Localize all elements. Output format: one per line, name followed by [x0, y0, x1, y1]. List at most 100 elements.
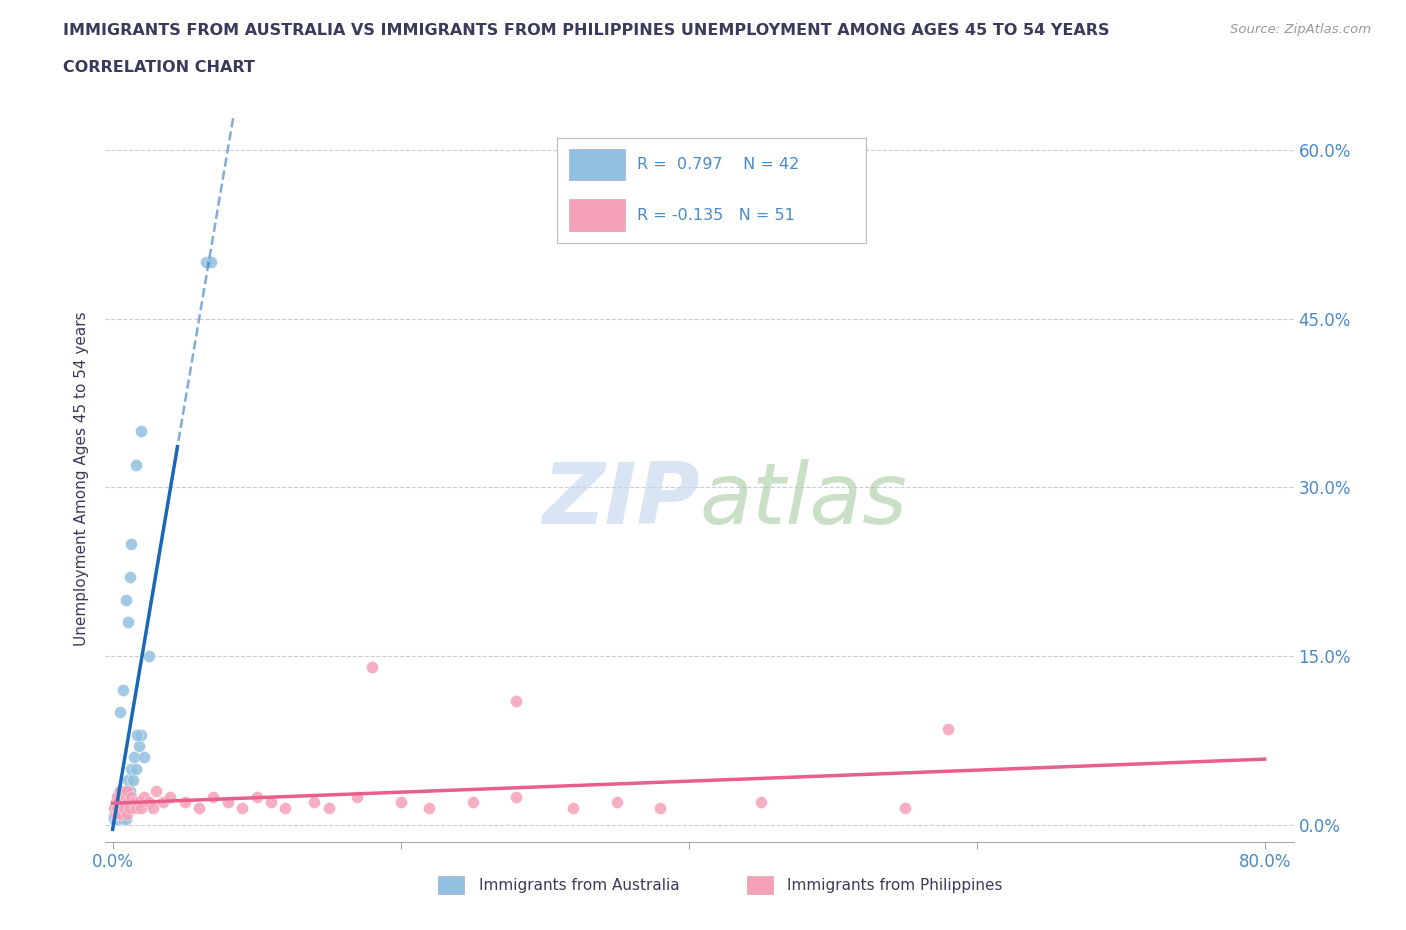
- Point: [389, 795, 412, 810]
- Point: [246, 790, 269, 804]
- Point: [125, 458, 148, 472]
- Point: [360, 660, 382, 675]
- Point: [418, 801, 440, 816]
- Point: [110, 795, 132, 810]
- Point: [114, 790, 136, 804]
- Point: [117, 615, 139, 630]
- Point: [122, 750, 145, 764]
- Point: [120, 761, 142, 776]
- Point: [108, 784, 131, 799]
- Point: [260, 795, 283, 810]
- Point: [606, 795, 628, 810]
- Point: [104, 801, 127, 816]
- Bar: [747, 876, 773, 894]
- Y-axis label: Unemployment Among Ages 45 to 54 years: Unemployment Among Ages 45 to 54 years: [75, 312, 90, 646]
- Point: [749, 795, 772, 810]
- Point: [131, 424, 153, 439]
- Point: [128, 795, 150, 810]
- Point: [138, 795, 160, 810]
- Point: [152, 795, 174, 810]
- Point: [134, 790, 156, 804]
- Point: [121, 772, 143, 787]
- Text: Immigrants from Australia: Immigrants from Australia: [478, 878, 679, 893]
- Point: [200, 255, 222, 270]
- Point: [131, 727, 153, 742]
- Point: [103, 801, 125, 816]
- Point: [108, 806, 131, 821]
- Point: [105, 795, 128, 810]
- Point: [107, 806, 129, 821]
- Bar: [439, 876, 464, 894]
- Point: [107, 790, 129, 804]
- Point: [173, 795, 195, 810]
- Point: [318, 801, 340, 816]
- Point: [103, 808, 125, 823]
- Point: [104, 795, 127, 810]
- Point: [159, 790, 181, 804]
- Text: ZIP: ZIP: [541, 459, 700, 542]
- Point: [118, 570, 141, 585]
- Point: [202, 790, 225, 804]
- Point: [108, 784, 131, 799]
- Point: [110, 806, 132, 821]
- Point: [112, 806, 135, 821]
- Point: [648, 801, 671, 816]
- Point: [115, 801, 138, 816]
- Point: [111, 812, 134, 827]
- Point: [110, 801, 132, 816]
- Point: [117, 772, 139, 787]
- Point: [107, 806, 129, 821]
- Point: [118, 784, 141, 799]
- Point: [145, 784, 167, 799]
- Point: [104, 806, 127, 821]
- Point: [108, 705, 131, 720]
- Text: IMMIGRANTS FROM AUSTRALIA VS IMMIGRANTS FROM PHILIPPINES UNEMPLOYMENT AMONG AGES: IMMIGRANTS FROM AUSTRALIA VS IMMIGRANTS …: [63, 23, 1109, 38]
- Point: [188, 801, 211, 816]
- Point: [103, 812, 125, 827]
- Point: [505, 790, 527, 804]
- Point: [111, 790, 134, 804]
- Point: [115, 790, 138, 804]
- Point: [217, 795, 239, 810]
- Point: [105, 812, 128, 827]
- Point: [108, 801, 131, 816]
- Point: [107, 795, 129, 810]
- Point: [138, 648, 160, 663]
- Point: [142, 801, 165, 816]
- Point: [505, 694, 527, 709]
- Point: [112, 801, 135, 816]
- Point: [111, 683, 134, 698]
- Point: [127, 727, 149, 742]
- Point: [304, 795, 326, 810]
- Point: [125, 801, 148, 816]
- Point: [122, 795, 145, 810]
- Point: [562, 801, 585, 816]
- Point: [114, 592, 136, 607]
- Point: [112, 784, 135, 799]
- Point: [120, 537, 142, 551]
- Point: [118, 801, 141, 816]
- Point: [104, 806, 127, 821]
- Point: [128, 738, 150, 753]
- Text: CORRELATION CHART: CORRELATION CHART: [63, 60, 254, 75]
- Point: [120, 790, 142, 804]
- Point: [125, 761, 148, 776]
- Text: atlas: atlas: [700, 459, 907, 542]
- Point: [114, 812, 136, 827]
- Point: [105, 801, 128, 816]
- Point: [936, 722, 959, 737]
- Text: Immigrants from Philippines: Immigrants from Philippines: [787, 878, 1002, 893]
- Point: [461, 795, 484, 810]
- Point: [115, 806, 138, 821]
- Point: [105, 790, 128, 804]
- Point: [893, 801, 915, 816]
- Point: [231, 801, 253, 816]
- Point: [114, 795, 136, 810]
- Text: Source: ZipAtlas.com: Source: ZipAtlas.com: [1230, 23, 1371, 36]
- Point: [346, 790, 368, 804]
- Point: [115, 784, 138, 799]
- Point: [131, 801, 153, 816]
- Point: [111, 795, 134, 810]
- Point: [117, 795, 139, 810]
- Point: [134, 750, 156, 764]
